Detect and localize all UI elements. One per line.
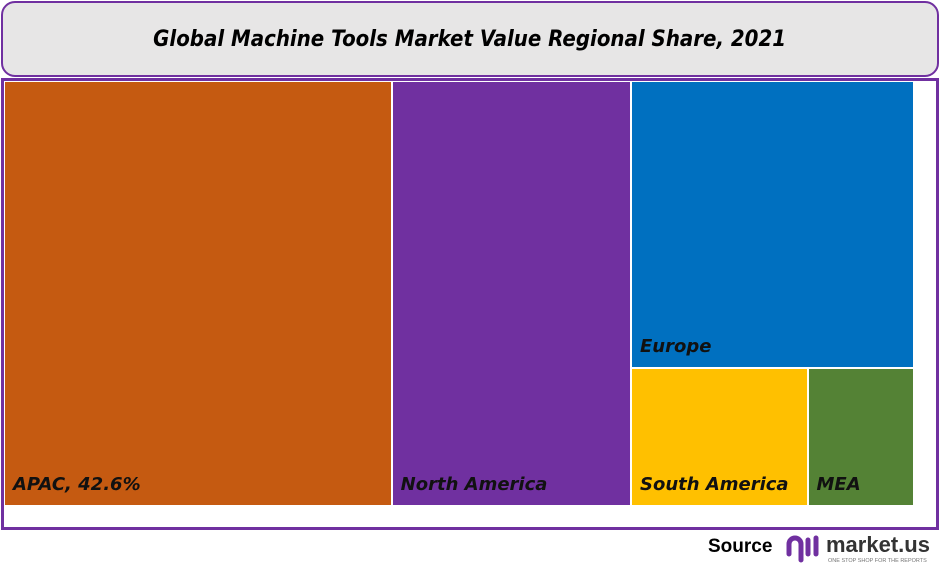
tile-apac: APAC, 42.6%	[5, 82, 391, 505]
tile-label: APAC, 42.6%	[13, 474, 141, 495]
tile-label: North America	[400, 474, 548, 495]
tile-label: South America	[639, 473, 789, 495]
tile-label: MEA	[816, 473, 861, 495]
title-box: Global Machine Tools Market Value Region…	[1, 1, 939, 77]
tile-mea: MEA	[808, 368, 913, 505]
treemap: APAC, 42.6% North America Europe South Amer…	[1, 78, 939, 530]
logo-tagline: ONE STOP SHOP FOR THE REPORTS	[828, 558, 927, 564]
tile-south-america: South America	[631, 368, 807, 505]
tile-north-america: North America	[392, 82, 630, 505]
tile-europe: Europe	[631, 82, 913, 367]
tile-label: Europe	[639, 335, 712, 357]
source-label: Source	[708, 536, 773, 557]
market-us-logo: market.us ONE STOP SHOP FOR THE REPORTS	[786, 532, 930, 564]
chart-title: Global Machine Tools Market Value Region…	[153, 26, 787, 52]
logo-text: market.us	[826, 532, 930, 557]
